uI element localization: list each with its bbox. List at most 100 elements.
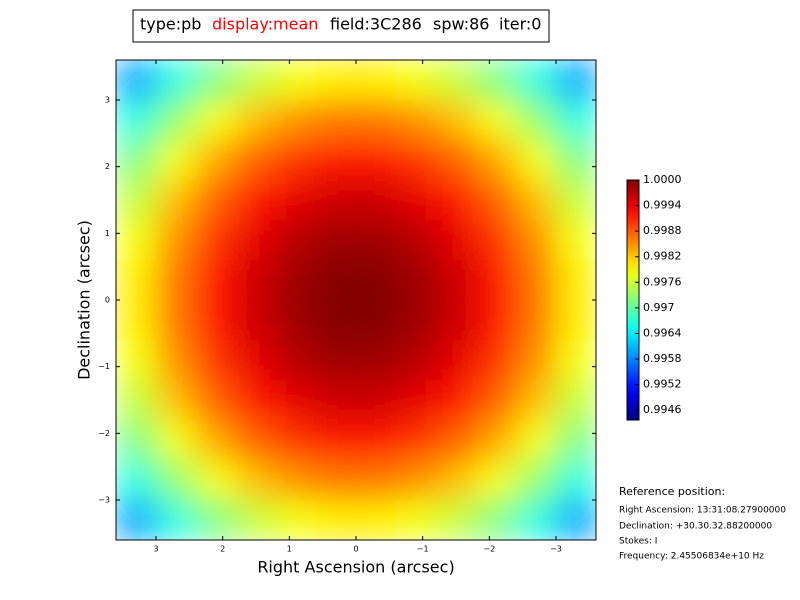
heatmap-cell: [516, 140, 557, 181]
colorbar-tick-label: 0.9976: [643, 275, 682, 288]
heatmap-cell: [196, 460, 237, 501]
heatmap-cell: [516, 460, 557, 501]
heatmap-cell: [396, 100, 437, 141]
title-part: field:3C286: [330, 15, 422, 34]
x-tick-label: 3: [153, 545, 158, 554]
heatmap-cell: [516, 340, 557, 381]
heatmap-cell: [236, 340, 277, 381]
heatmap-cell: [196, 180, 237, 221]
y-tick-label: −1: [98, 362, 110, 371]
heatmap-cell: [116, 180, 157, 221]
heatmap-cell: [436, 380, 477, 421]
heatmap-cell: [396, 500, 437, 540]
heatmap-cell: [116, 260, 157, 301]
heatmap-cell: [516, 500, 557, 540]
heatmap-cell: [556, 100, 596, 141]
colorbar-tick-label: 0.9964: [643, 326, 682, 339]
heatmap-cell: [196, 220, 237, 261]
title: type:pb display:mean field:3C286 spw:86 iter…: [140, 15, 541, 34]
heatmap-cell: [276, 500, 317, 540]
heatmap-cell: [436, 60, 477, 101]
heatmap-cell: [356, 260, 397, 301]
heatmap-cell: [156, 500, 197, 540]
heatmap-cell: [236, 460, 277, 501]
heatmap-cell: [556, 260, 596, 301]
heatmap-cell: [356, 420, 397, 461]
heatmap-cell: [556, 220, 596, 261]
heatmap-cell: [156, 180, 197, 221]
heatmap-cell: [436, 460, 477, 501]
heatmap-cell: [316, 100, 357, 141]
heatmap-cell: [396, 180, 437, 221]
heatmap-cell: [276, 340, 317, 381]
heatmap-cell: [516, 180, 557, 221]
heatmap-cell: [236, 60, 277, 101]
heatmap-cell: [396, 380, 437, 421]
y-tick-label: 1: [105, 229, 110, 238]
heatmap-cell: [196, 420, 237, 461]
heatmap-cell: [476, 100, 517, 141]
x-tick-label: 2: [220, 545, 225, 554]
heatmap-cell: [436, 420, 477, 461]
heatmap-cell: [436, 100, 477, 141]
heatmap-cell: [116, 140, 157, 181]
heatmap-cell: [316, 380, 357, 421]
reference-heading: Reference position:: [619, 485, 725, 498]
heatmap-cell: [116, 380, 157, 421]
heatmap-cell: [156, 300, 197, 341]
heatmap-cell: [276, 180, 317, 221]
heatmap-cell: [236, 420, 277, 461]
heatmap-cell: [236, 180, 277, 221]
heatmap-cell: [396, 220, 437, 261]
heatmap-cell: [316, 420, 357, 461]
heatmap-cell: [276, 380, 317, 421]
title-part: spw:86: [433, 15, 489, 34]
heatmap-cell: [516, 220, 557, 261]
heatmap-cell: [436, 500, 477, 540]
reference-info: Right Ascension: 13:31:08.27900000 Declin…: [619, 506, 786, 562]
heatmap-cell: [516, 60, 557, 101]
heatmap-cell: [516, 100, 557, 141]
heatmap-cell: [316, 340, 357, 381]
heatmap-cell: [436, 220, 477, 261]
y-tick-label: −2: [98, 429, 110, 438]
heatmap-cell: [116, 420, 157, 461]
heatmap-cell: [236, 300, 277, 341]
heatmap-cell: [196, 140, 237, 181]
heatmap-cell: [196, 300, 237, 341]
heatmap-cell: [276, 300, 317, 341]
heatmap-cell: [356, 100, 397, 141]
title-part: iter:0: [499, 15, 541, 34]
heatmap-cell: [276, 260, 317, 301]
heatmap-cell: [556, 500, 596, 540]
heatmap-cell: [556, 180, 596, 221]
heatmap-cell: [356, 220, 397, 261]
heatmap-cell: [116, 460, 157, 501]
colorbar-tick-label: 0.9988: [643, 224, 682, 237]
heatmap-cell: [556, 380, 596, 421]
heatmap-cell: [476, 460, 517, 501]
heatmap-cell: [476, 140, 517, 181]
reference-line: Declination: +30.30.32.88200000: [619, 522, 772, 532]
y-tick-label: −3: [98, 496, 110, 505]
y-axis-label: Declination (arcsec): [75, 220, 94, 380]
title-box: [132, 9, 550, 43]
heatmap-cell: [316, 500, 357, 540]
heatmap-cell: [236, 260, 277, 301]
heatmap-cell: [356, 380, 397, 421]
heatmap-cell: [516, 260, 557, 301]
heatmap-cell: [276, 420, 317, 461]
heatmap-cell: [396, 300, 437, 341]
heatmap-cell: [116, 100, 157, 141]
heatmap-cell: [356, 60, 397, 101]
heatmap-cell: [396, 460, 437, 501]
heatmap-cell: [556, 460, 596, 501]
x-tick-label: −2: [483, 545, 495, 554]
y-tick-label: 3: [105, 96, 110, 105]
x-tick-label: 0: [353, 545, 358, 554]
heatmap-cell: [276, 220, 317, 261]
heatmap-cell: [276, 140, 317, 181]
heatmap-cell: [396, 140, 437, 181]
heatmap-cell: [236, 100, 277, 141]
